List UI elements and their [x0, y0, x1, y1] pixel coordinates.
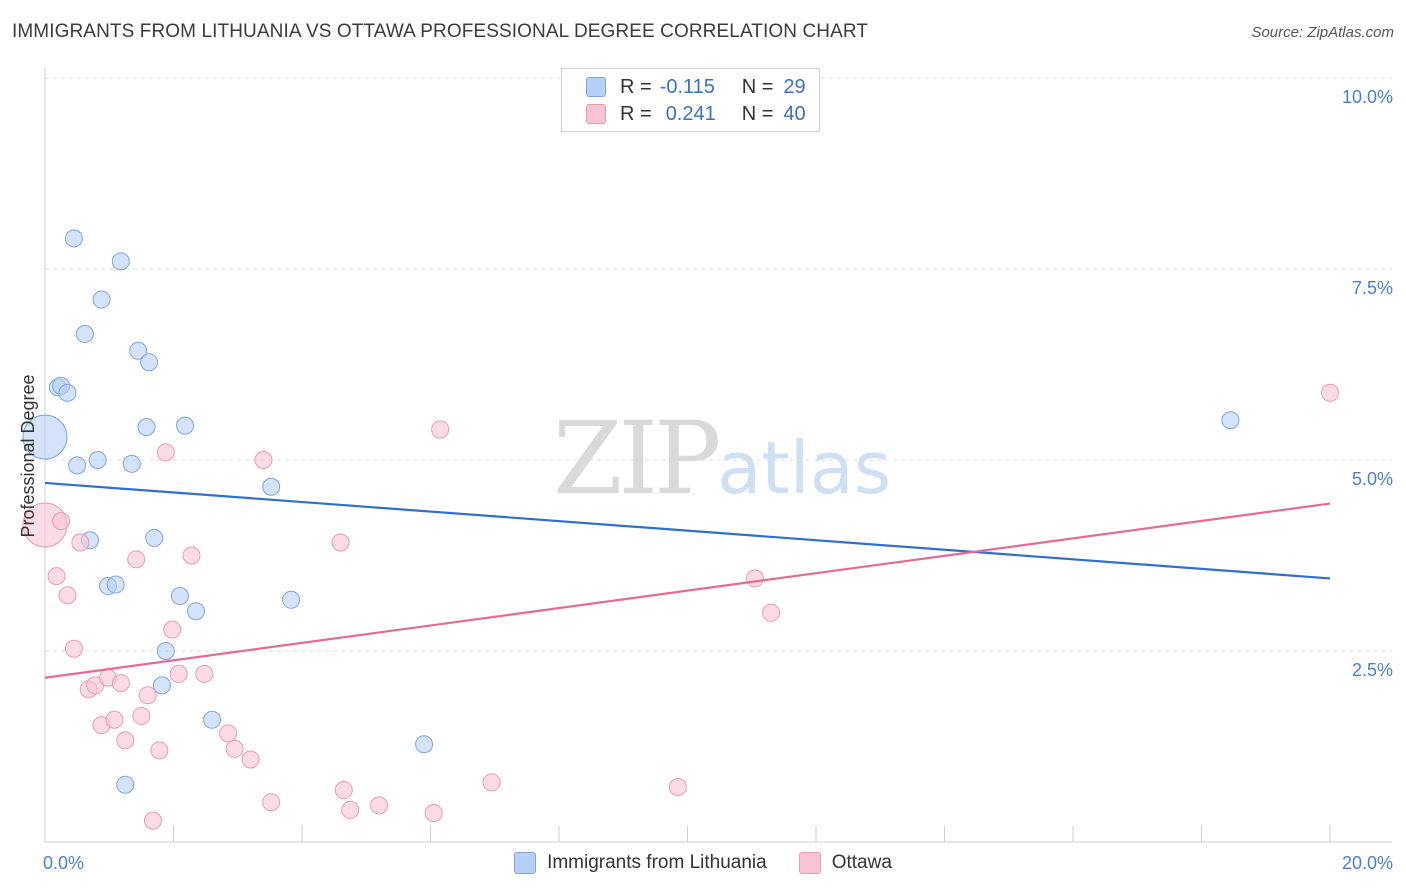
chart-title: IMMIGRANTS FROM LITHUANIA VS OTTAWA PROF…	[12, 21, 869, 42]
point-ottawa	[156, 443, 175, 462]
point-ottawa	[182, 546, 201, 565]
point-lithuania	[58, 383, 77, 402]
point-lithuania	[145, 528, 164, 547]
legend-r-value: -0.115	[659, 75, 715, 98]
watermark-zip: ZIP	[553, 400, 721, 517]
point-ottawa	[331, 533, 350, 552]
point-ottawa	[262, 793, 281, 812]
series-label-lithuania: Immigrants from Lithuania	[547, 852, 767, 873]
x-tick-label: 0.0%	[43, 853, 84, 873]
point-ottawa	[254, 451, 273, 469]
point-lithuania	[122, 454, 141, 473]
point-ottawa	[424, 803, 443, 822]
legend-r-label: R =	[620, 75, 652, 98]
point-ottawa	[52, 512, 71, 531]
trend-lines	[44, 481, 1331, 679]
legend-row-ottawa: R = 0.241 N = 40	[586, 101, 806, 127]
point-lithuania	[152, 676, 171, 695]
point-lithuania	[1221, 411, 1240, 430]
legend-r-value: 0.241	[665, 102, 716, 125]
point-ottawa	[341, 800, 360, 819]
point-lithuania	[116, 775, 135, 794]
legend-n-value: 29	[783, 75, 806, 98]
point-lithuania	[140, 353, 159, 372]
grid-lines	[45, 77, 1392, 652]
point-lithuania	[415, 735, 434, 754]
point-ottawa	[370, 796, 389, 815]
y-tick-label: 10.0%	[1342, 87, 1393, 107]
axes	[44, 68, 1392, 843]
point-lithuania	[88, 451, 107, 469]
point-ottawa	[431, 420, 450, 439]
series-legend-ottawa[interactable]: Ottawa	[798, 852, 892, 874]
point-ottawa	[1321, 383, 1339, 402]
point-ottawa	[111, 674, 130, 693]
point-lithuania	[186, 602, 205, 621]
watermark-atlas: atlas	[717, 426, 892, 510]
legend-row-lithuania: R = -0.115 N = 29	[586, 74, 806, 100]
point-lithuania	[92, 290, 111, 309]
point-lithuania	[75, 324, 94, 343]
point-ottawa	[225, 739, 244, 758]
point-ottawa	[116, 731, 135, 750]
series-legend: Immigrants from Lithuania Ottawa	[0, 852, 1406, 874]
point-lithuania	[22, 414, 68, 460]
legend-n-label: N =	[741, 102, 774, 125]
y-tick-label: 5.0%	[1352, 469, 1393, 489]
source-label: Source: ZipAtlas.com	[1251, 24, 1394, 41]
watermark: ZIPatlas	[553, 400, 891, 517]
point-ottawa	[132, 706, 151, 725]
point-lithuania	[137, 418, 156, 437]
point-ottawa	[58, 586, 77, 605]
point-ottawa	[47, 567, 66, 586]
point-ottawa	[482, 773, 501, 792]
legend-n-value: 40	[783, 102, 806, 125]
x-tick-label: 20.0%	[1342, 853, 1393, 873]
point-ottawa	[668, 777, 687, 796]
point-lithuania	[106, 575, 125, 594]
point-lithuania	[282, 590, 301, 609]
point-ottawa	[150, 741, 169, 760]
trend-line-ottawa	[44, 502, 1331, 679]
point-lithuania	[68, 456, 87, 475]
axis-ticks: 2.5% 5.0% 7.5% 10.0% 0.0% 20.0%	[43, 87, 1393, 873]
series-swatch-ottawa	[798, 852, 821, 874]
point-lithuania	[203, 710, 222, 729]
point-lithuania	[176, 416, 195, 435]
point-ottawa	[163, 620, 182, 639]
point-ottawa	[105, 710, 124, 729]
point-ottawa	[219, 724, 238, 743]
legend-swatch-ottawa	[586, 104, 606, 124]
legend-swatch-lithuania	[586, 77, 606, 97]
point-lithuania	[111, 252, 130, 271]
point-lithuania	[170, 586, 189, 605]
series-label-ottawa: Ottawa	[831, 852, 892, 873]
legend-r-label: R =	[620, 102, 652, 125]
trend-line-lithuania	[44, 481, 1331, 580]
point-lithuania	[156, 642, 175, 660]
point-ottawa	[143, 811, 162, 830]
correlation-legend: R = -0.115 N = 29 R = 0.241 N = 40	[561, 68, 820, 132]
point-lithuania	[129, 341, 148, 360]
point-ottawa	[127, 550, 146, 569]
point-ottawa	[169, 664, 188, 683]
y-axis-label: Professional Degree	[18, 374, 38, 537]
series-swatch-lithuania	[514, 852, 537, 874]
legend-n-label: N =	[741, 75, 774, 98]
series-legend-lithuania[interactable]: Immigrants from Lithuania	[514, 852, 767, 874]
point-ottawa	[64, 639, 83, 658]
y-tick-label: 2.5%	[1352, 660, 1393, 680]
point-ottawa	[71, 533, 90, 552]
point-lithuania	[262, 477, 281, 496]
point-lithuania	[64, 229, 83, 248]
point-ottawa	[138, 686, 157, 705]
point-ottawa	[241, 750, 260, 769]
point-ottawa	[195, 664, 214, 683]
y-tick-label: 7.5%	[1352, 278, 1393, 298]
point-ottawa	[334, 781, 353, 800]
point-ottawa	[745, 569, 764, 588]
data-points	[22, 107, 1339, 830]
point-ottawa	[762, 603, 781, 622]
